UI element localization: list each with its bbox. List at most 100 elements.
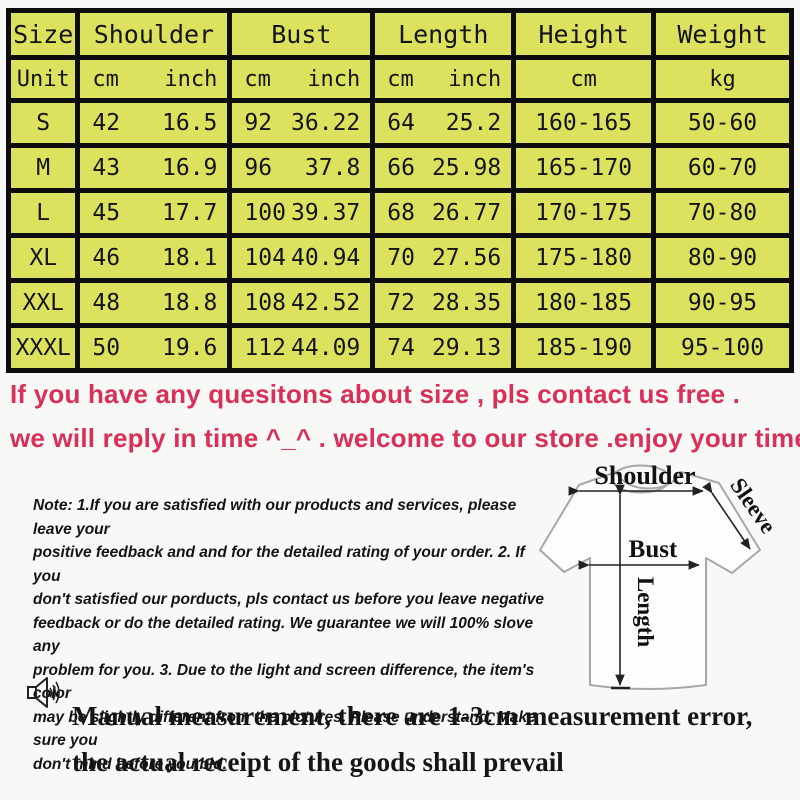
bust-cm: 92 (244, 110, 273, 136)
size-cell: XXXL (11, 328, 76, 368)
shoulder-cm: 48 (92, 290, 121, 316)
shoulder-cell: 50 19.6 (80, 328, 228, 368)
unit-inch: inch (448, 66, 502, 92)
tshirt-measurement-diagram: Shoulder Sleeve Bust Length (539, 461, 781, 690)
bust-cm: 100 (244, 200, 286, 226)
unit-length: cm inch (375, 60, 512, 98)
unit-label: Unit (11, 60, 76, 98)
shoulder-inch: 18.1 (162, 245, 218, 271)
bust-cm: 104 (244, 245, 286, 271)
length-cell: 74 29.13 (375, 328, 512, 368)
bust-inch: 44.09 (291, 335, 361, 361)
height-cell: 185-190 (516, 328, 652, 368)
unit-cm: cm (387, 66, 414, 92)
length-inch: 27.56 (431, 245, 502, 271)
contact-message-line2: we will reply in time ^_^ . welcome to o… (10, 423, 800, 453)
seller-note: Note: 1.If you are satisfied with our pr… (33, 497, 544, 773)
sleeve-arrow (702, 481, 751, 550)
length-diagram-label: Length (633, 577, 658, 648)
table-row-m: M 43 16.9 96 37.8 66 25.98 165-170 60-70 (11, 148, 789, 188)
size-cell: XL (11, 238, 76, 278)
weight-cell: 50-60 (656, 103, 789, 143)
header-row: Size Shoulder Bust Length Height Weight (11, 13, 789, 55)
length-cm: 74 (387, 335, 415, 361)
length-inch: 25.2 (445, 110, 502, 136)
length-cm: 68 (387, 200, 415, 226)
size-cell: L (11, 193, 76, 233)
shoulder-cell: 43 16.9 (80, 148, 228, 188)
header-height: Height (516, 13, 652, 55)
length-cm: 72 (387, 290, 415, 316)
shoulder-inch: 16.5 (162, 110, 218, 136)
length-cm: 70 (387, 245, 415, 271)
header-size: Size (11, 13, 76, 55)
shoulder-inch: 16.9 (162, 155, 218, 181)
shoulder-cell: 42 16.5 (80, 103, 228, 143)
length-inch: 28.35 (431, 290, 502, 316)
header-weight: Weight (656, 13, 789, 55)
length-inch: 25.98 (431, 155, 502, 181)
shoulder-inch: 19.6 (162, 335, 218, 361)
measurement-disclaimer-line2: the actual receipt of the goods shall pr… (72, 747, 564, 777)
header-bust: Bust (232, 13, 371, 55)
unit-cm: cm (244, 66, 271, 92)
shoulder-cell: 46 18.1 (80, 238, 228, 278)
shoulder-inch: 18.8 (162, 290, 218, 316)
length-cm: 66 (387, 155, 415, 181)
bust-cell: 112 44.09 (232, 328, 371, 368)
length-cell: 66 25.98 (375, 148, 512, 188)
speaker-icon (27, 677, 60, 708)
shoulder-cm: 46 (92, 245, 121, 271)
length-cell: 64 25.2 (375, 103, 512, 143)
unit-shoulder: cm inch (80, 60, 228, 98)
table-row-l: L 45 17.7 100 39.37 68 26.77 170-175 70-… (11, 193, 789, 233)
shoulder-inch: 17.7 (162, 200, 218, 226)
unit-height: cm (516, 60, 652, 98)
header-shoulder: Shoulder (80, 13, 228, 55)
bust-cm: 108 (244, 290, 286, 316)
length-cell: 72 28.35 (375, 283, 512, 323)
height-cell: 165-170 (516, 148, 652, 188)
bust-cell: 104 40.94 (232, 238, 371, 278)
bust-diagram-label: Bust (629, 536, 678, 563)
contact-message-line1: If you have any quesitons about size , p… (10, 379, 741, 409)
height-cell: 170-175 (516, 193, 652, 233)
header-length: Length (375, 13, 512, 55)
shoulder-cell: 48 18.8 (80, 283, 228, 323)
length-cm: 64 (387, 110, 415, 136)
bust-inch: 36.22 (291, 110, 361, 136)
unit-inch: inch (164, 66, 218, 92)
table-row-xxl: XXL 48 18.8 108 42.52 72 28.35 180-185 9… (11, 283, 789, 323)
length-cell: 68 26.77 (375, 193, 512, 233)
weight-cell: 60-70 (656, 148, 789, 188)
shoulder-diagram-label: Shoulder (594, 461, 695, 490)
table-row-xxxl: XXXL 50 19.6 112 44.09 74 29.13 185-190 … (11, 328, 789, 368)
unit-inch: inch (307, 66, 361, 92)
bust-cell: 100 39.37 (232, 193, 371, 233)
weight-cell: 90-95 (656, 283, 789, 323)
table-row-s: S 42 16.5 92 36.22 64 25.2 160-165 50-60 (11, 103, 789, 143)
height-cell: 175-180 (516, 238, 652, 278)
bust-cell: 96 37.8 (232, 148, 371, 188)
bust-cell: 108 42.52 (232, 283, 371, 323)
weight-cell: 95-100 (656, 328, 789, 368)
size-cell: S (11, 103, 76, 143)
bust-inch: 39.37 (291, 200, 361, 226)
table-row-xl: XL 46 18.1 104 40.94 70 27.56 175-180 80… (11, 238, 789, 278)
measurement-disclaimer-line1: Manual measurement, there are 1-3cm meas… (72, 701, 753, 731)
unit-cm: cm (92, 66, 119, 92)
bust-cm: 96 (244, 155, 273, 181)
unit-row: Unit cm inch cm inch cm inch cm kg (11, 60, 789, 98)
length-inch: 29.13 (431, 335, 502, 361)
shoulder-cm: 42 (92, 110, 121, 136)
size-cell: XXL (11, 283, 76, 323)
size-cell: M (11, 148, 76, 188)
weight-cell: 80-90 (656, 238, 789, 278)
bust-inch: 37.8 (304, 155, 361, 181)
height-cell: 160-165 (516, 103, 652, 143)
shoulder-cm: 43 (92, 155, 121, 181)
weight-cell: 70-80 (656, 193, 789, 233)
unit-weight: kg (656, 60, 789, 98)
bust-inch: 42.52 (291, 290, 361, 316)
bust-cell: 92 36.22 (232, 103, 371, 143)
